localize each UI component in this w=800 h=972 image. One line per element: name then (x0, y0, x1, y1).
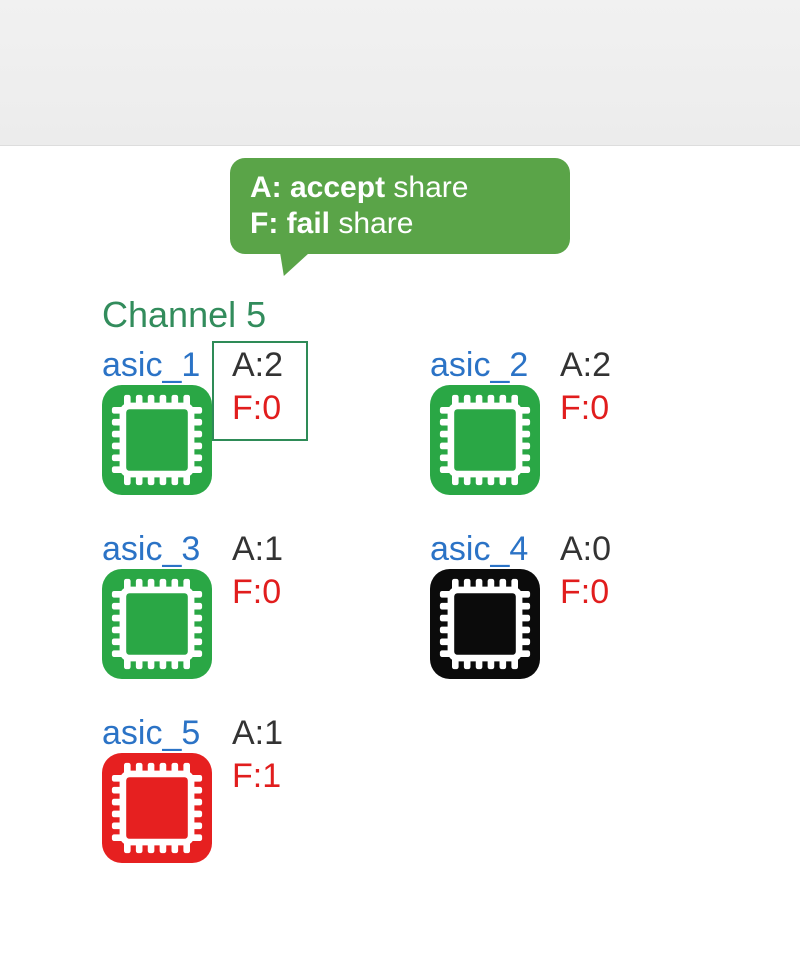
fail-count: F:0 (232, 573, 283, 612)
asic-block-asic_3: asic_3 A:1 F:0 (102, 530, 392, 679)
accept-count: A:2 (560, 346, 611, 385)
tooltip-line-fail: F: fail share (250, 206, 550, 242)
tooltip-a-prefix: A: (250, 171, 290, 204)
top-bar (0, 0, 800, 146)
tooltip-f-bold: fail (287, 207, 330, 240)
tooltip-a-suffix: share (385, 171, 468, 204)
accept-count: A:0 (560, 530, 611, 569)
fail-count: F:0 (560, 389, 611, 428)
tooltip-a-bold: accept (290, 171, 385, 204)
chip-icon[interactable] (430, 385, 540, 495)
tooltip-f-suffix: share (330, 207, 413, 240)
channel-title: Channel 5 (102, 294, 266, 336)
fail-count: F:1 (232, 757, 283, 796)
asic-block-asic_5: asic_5 A:1 F:1 (102, 714, 392, 863)
accept-count: A:2 (232, 346, 283, 385)
asic-name[interactable]: asic_2 (430, 346, 528, 385)
tooltip-line-accept: A: accept share (250, 170, 550, 206)
fail-count: F:0 (232, 389, 283, 428)
chip-icon[interactable] (102, 753, 212, 863)
chip-icon[interactable] (102, 385, 212, 495)
chip-icon[interactable] (430, 569, 540, 679)
asic-block-asic_2: asic_2 A:2 F:0 (430, 346, 720, 495)
asic-block-asic_4: asic_4 A:0 F:0 (430, 530, 720, 679)
asic-stats: A:1 F:0 (232, 530, 283, 612)
asic-stats: A:2 F:0 (232, 346, 283, 428)
asic-stats: A:1 F:1 (232, 714, 283, 796)
content-area: A: accept share F: fail share Channel 5 … (0, 146, 800, 972)
asic-name[interactable]: asic_4 (430, 530, 528, 569)
asic-stats: A:0 F:0 (560, 530, 611, 612)
legend-tooltip: A: accept share F: fail share (230, 158, 570, 254)
asic-block-asic_1: asic_1 A:2 F:0 (102, 346, 392, 495)
asic-name[interactable]: asic_3 (102, 530, 200, 569)
chip-icon[interactable] (102, 569, 212, 679)
asic-name[interactable]: asic_5 (102, 714, 200, 753)
accept-count: A:1 (232, 714, 283, 753)
tooltip-f-prefix: F: (250, 207, 287, 240)
asic-stats: A:2 F:0 (560, 346, 611, 428)
asic-name[interactable]: asic_1 (102, 346, 200, 385)
accept-count: A:1 (232, 530, 283, 569)
fail-count: F:0 (560, 573, 611, 612)
